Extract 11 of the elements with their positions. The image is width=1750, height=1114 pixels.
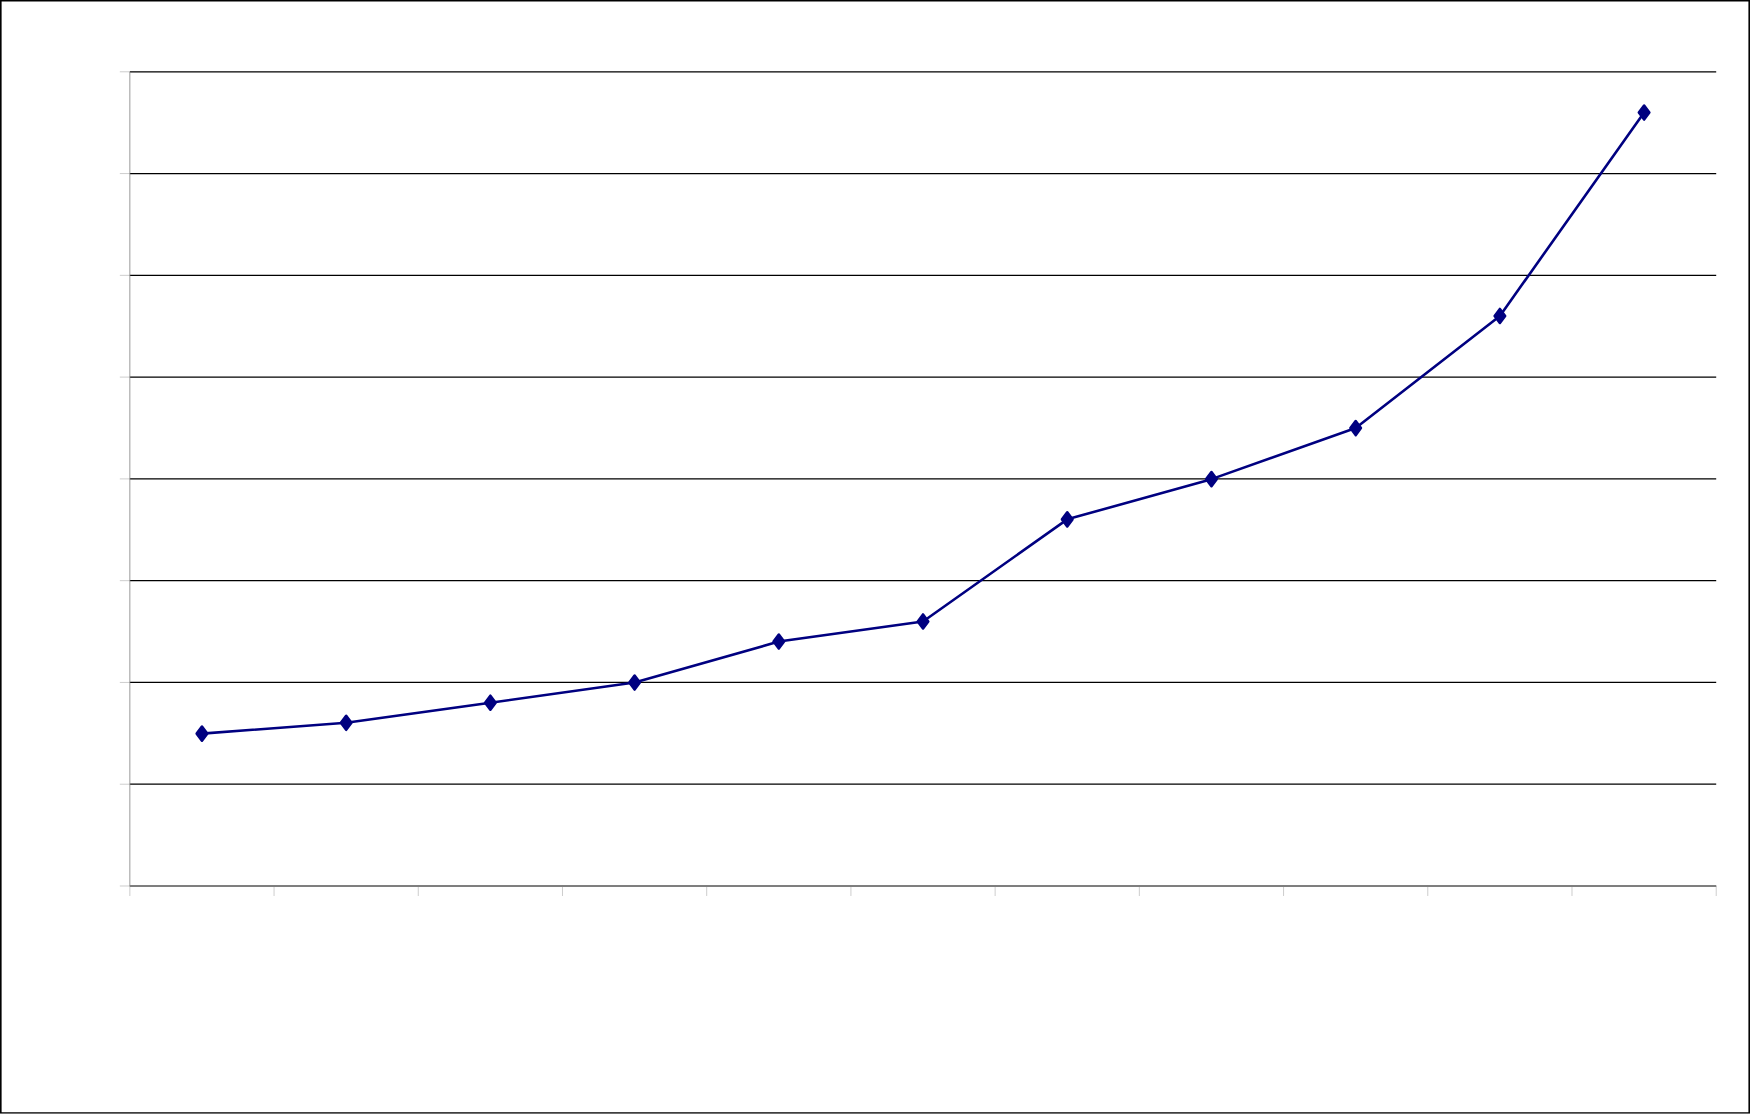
point [1204,470,1218,488]
point [1060,511,1074,528]
point [195,725,209,742]
point [1493,307,1507,325]
point [1349,419,1363,437]
point [916,613,930,630]
point [339,714,353,732]
point [628,674,642,691]
point [1637,104,1651,121]
point [772,633,786,650]
point [483,694,497,712]
